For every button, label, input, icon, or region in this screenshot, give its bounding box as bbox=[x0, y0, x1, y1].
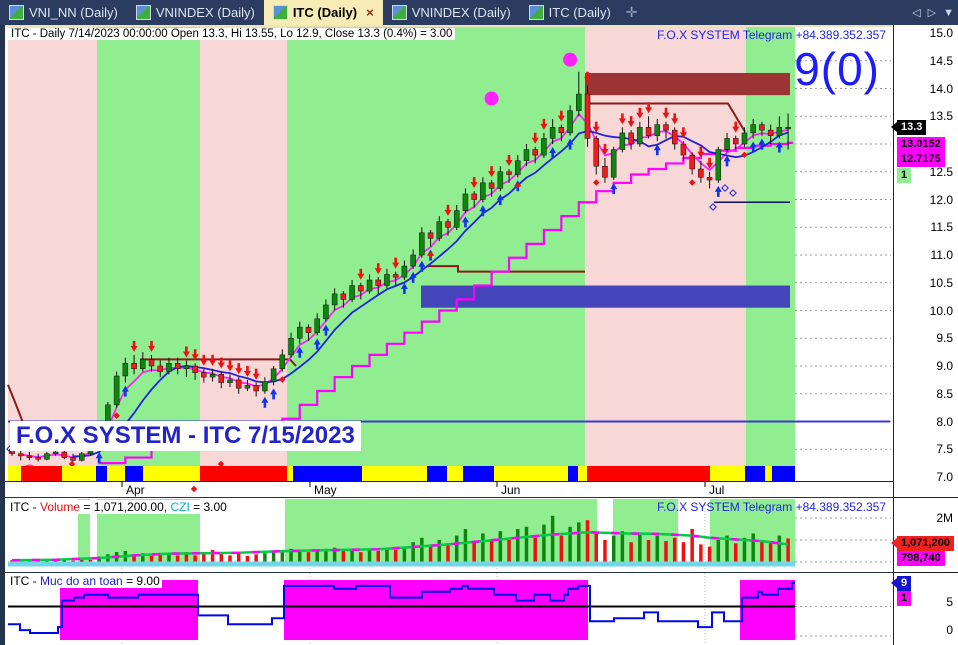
x-axis-month-label: Jul bbox=[709, 483, 725, 497]
price-axis-label: 10.0 bbox=[929, 303, 953, 318]
price-axis-label: 8.5 bbox=[936, 386, 953, 401]
main-chart-brand-text: F.O.X SYSTEM Telegram +84.389.352.357 bbox=[657, 28, 886, 42]
value-tag: 9 bbox=[891, 576, 912, 591]
price-axis-label: 12.0 bbox=[929, 192, 953, 207]
chart-thumbnail-icon bbox=[528, 5, 544, 20]
tab-label: VNINDEX (Daily) bbox=[411, 5, 511, 20]
price-axis-label: 9.0 bbox=[936, 359, 953, 373]
price-axis-label: 13.5 bbox=[929, 109, 953, 124]
value-tag: 1 bbox=[897, 591, 912, 606]
safety-axis-label: 0 bbox=[946, 623, 953, 637]
chart-thumbnail-icon bbox=[9, 5, 24, 20]
safety-header-part: ITC - bbox=[10, 574, 40, 588]
pane-separator bbox=[893, 572, 958, 573]
tab-label: VNINDEX (Daily) bbox=[155, 5, 255, 20]
value-tag: 1 bbox=[897, 168, 912, 183]
price-axis-label: 7.0 bbox=[936, 470, 953, 484]
price-axis-column[interactable]: 15.0 14.5 14.0 13.5 12.5 12.0 11.5 11.0 10.5 10.0… bbox=[891, 25, 958, 645]
safety-axis-label: 5 bbox=[946, 595, 953, 609]
tab-nav-controls: ◁ ▷ ▼ bbox=[912, 0, 954, 25]
volume-header-part: = 3.00 bbox=[189, 500, 227, 514]
chart-thumbnail-icon bbox=[391, 5, 407, 20]
tab-close-icon[interactable]: × bbox=[366, 5, 374, 20]
safety-header-part: = 9.00 bbox=[122, 574, 160, 588]
pan-icon[interactable]: ✛ bbox=[625, 4, 638, 20]
price-axis-label: 10.5 bbox=[929, 275, 953, 290]
tab-label: VNI_NN (Daily) bbox=[29, 5, 118, 20]
volume-header-part: ITC - bbox=[10, 500, 40, 514]
price-axis-label: 15.0 bbox=[929, 26, 953, 40]
value-tag: 1,071,200 bbox=[891, 536, 954, 551]
x-axis-month-label: Apr bbox=[126, 483, 145, 497]
tag-pointer-icon bbox=[891, 578, 897, 588]
scroll-tabs-right-icon[interactable]: ▷ bbox=[927, 7, 937, 19]
tab-label: ITC (Daily) bbox=[292, 5, 358, 20]
safety-pane-title: ITC - Muc do an toan = 9.00 bbox=[8, 574, 162, 588]
tab-itc-daily-[interactable]: ITC (Daily) bbox=[520, 0, 620, 25]
price-axis-label: 12.5 bbox=[929, 164, 953, 179]
volume-header-part: = 1,071,200.00, bbox=[80, 500, 171, 514]
tab-bar: VNI_NN (Daily) VNINDEX (Daily) ITC (Daily)… bbox=[0, 0, 958, 25]
volume-header-part: Volume bbox=[40, 500, 81, 514]
price-axis-label: 14.0 bbox=[929, 81, 953, 96]
signal-count-label: 9(0) bbox=[794, 43, 880, 95]
price-axis-label: 14.5 bbox=[929, 53, 953, 68]
main-chart-title: ITC - Daily 7/14/2023 00:00:00 Open 13.3… bbox=[8, 28, 456, 40]
pane-separator bbox=[893, 497, 958, 498]
price-axis-label: 7.5 bbox=[936, 442, 953, 457]
tab-itc-daily-[interactable]: ITC (Daily) × bbox=[263, 0, 383, 25]
watermark-text: F.O.X SYSTEM - ITC 7/15/2023 bbox=[10, 421, 361, 451]
price-axis-label: 11.5 bbox=[930, 220, 953, 235]
price-axis-label: 9.5 bbox=[936, 331, 953, 346]
value-tag: 13.0152 bbox=[897, 137, 945, 152]
scroll-tabs-left-icon[interactable]: ◁ bbox=[912, 7, 921, 19]
chart-thumbnail-icon bbox=[272, 5, 288, 20]
volume-header-part: CZI bbox=[170, 500, 190, 514]
value-tag: 13.3 bbox=[891, 120, 927, 135]
tab-vni-nn-daily-[interactable]: VNI_NN (Daily) bbox=[0, 0, 127, 25]
volume-axis-label: 2M bbox=[936, 511, 953, 525]
safety-header-part: Muc do an toan bbox=[40, 574, 123, 588]
value-tag: 12.7175 bbox=[897, 152, 945, 167]
price-axis-label: 11.0 bbox=[930, 248, 953, 262]
tag-pointer-icon bbox=[891, 122, 897, 132]
chart-thumbnail-icon bbox=[135, 5, 151, 20]
x-axis-month-label: Jun bbox=[501, 483, 521, 497]
tab-strip: VNI_NN (Daily) VNINDEX (Daily) ITC (Daily)… bbox=[0, 0, 620, 25]
tag-pointer-icon bbox=[891, 538, 897, 548]
value-tag: 798,740 bbox=[897, 551, 945, 566]
tab-menu-icon[interactable]: ▼ bbox=[943, 6, 954, 19]
tab-vnindex-daily-[interactable]: VNINDEX (Daily) bbox=[127, 0, 264, 25]
x-axis-month-label: May bbox=[314, 483, 337, 497]
tab-label: ITC (Daily) bbox=[548, 5, 611, 20]
tab-vnindex-daily-[interactable]: VNINDEX (Daily) bbox=[383, 0, 520, 25]
price-axis-label: 8.0 bbox=[936, 414, 953, 429]
volume-pane-brand-text: F.O.X SYSTEM Telegram +84.389.352.357 bbox=[657, 500, 886, 514]
volume-pane-title: ITC - Volume = 1,071,200.00, CZI = 3.00 bbox=[8, 500, 229, 514]
